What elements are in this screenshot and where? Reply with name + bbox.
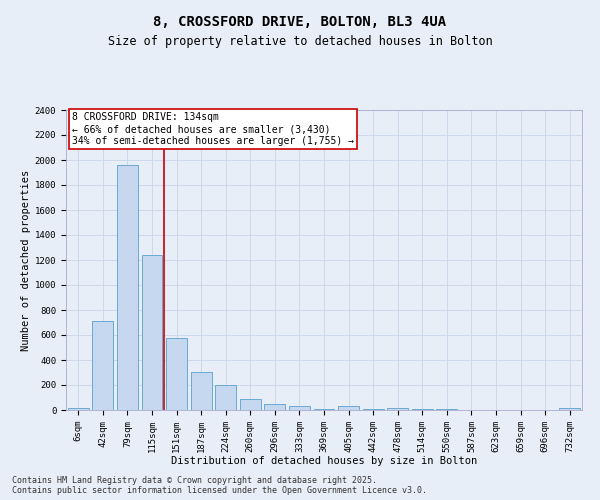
Bar xyxy=(387,408,408,410)
Bar xyxy=(166,338,187,410)
Bar xyxy=(338,406,359,410)
X-axis label: Distribution of detached houses by size in Bolton: Distribution of detached houses by size … xyxy=(171,456,477,466)
Bar xyxy=(68,408,89,410)
Bar xyxy=(559,408,580,410)
Bar xyxy=(191,372,212,410)
Bar xyxy=(117,165,138,410)
Text: Contains HM Land Registry data © Crown copyright and database right 2025.
Contai: Contains HM Land Registry data © Crown c… xyxy=(12,476,427,495)
Text: 8, CROSSFORD DRIVE, BOLTON, BL3 4UA: 8, CROSSFORD DRIVE, BOLTON, BL3 4UA xyxy=(154,15,446,29)
Bar xyxy=(265,404,286,410)
Y-axis label: Number of detached properties: Number of detached properties xyxy=(20,170,31,350)
Bar xyxy=(362,409,383,410)
Text: Size of property relative to detached houses in Bolton: Size of property relative to detached ho… xyxy=(107,35,493,48)
Bar xyxy=(92,320,113,410)
Bar xyxy=(289,406,310,410)
Bar xyxy=(240,400,261,410)
Bar xyxy=(142,255,163,410)
Bar xyxy=(215,385,236,410)
Text: 8 CROSSFORD DRIVE: 134sqm
← 66% of detached houses are smaller (3,430)
34% of se: 8 CROSSFORD DRIVE: 134sqm ← 66% of detac… xyxy=(72,112,354,146)
